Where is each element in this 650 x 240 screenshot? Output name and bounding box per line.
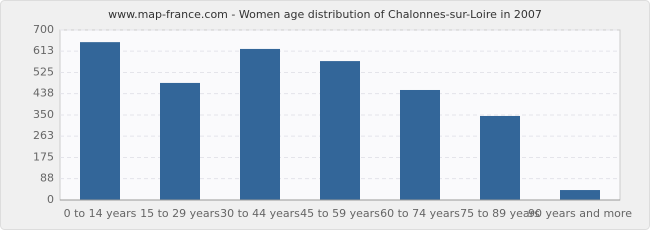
bar (560, 190, 600, 200)
bar (480, 115, 520, 200)
y-tick-label: 88 (40, 172, 54, 185)
x-tick-label: 15 to 29 years (140, 207, 220, 220)
y-tick-label: 613 (33, 44, 54, 57)
x-tick-label: 90 years and more (528, 207, 632, 220)
bar (400, 89, 440, 200)
y-tick-label: 700 (33, 23, 54, 36)
y-tick-label: 438 (33, 87, 54, 100)
bar (320, 61, 360, 201)
y-tick-label: 175 (33, 151, 54, 164)
x-tick-label: 30 to 44 years (220, 207, 300, 220)
y-tick-label: 0 (47, 193, 54, 206)
x-tick-label: 0 to 14 years (64, 207, 137, 220)
bar (80, 42, 120, 201)
bar (160, 82, 200, 200)
chart-title: www.map-france.com - Women age distribut… (108, 8, 542, 21)
y-tick-label: 525 (33, 66, 54, 79)
bar (240, 48, 280, 200)
x-tick-label: 60 to 74 years (380, 207, 460, 220)
x-tick-label: 75 to 89 years (460, 207, 540, 220)
y-tick-label: 263 (33, 129, 54, 142)
chart: www.map-france.com - Women age distribut… (0, 0, 650, 230)
y-tick-label: 350 (33, 108, 54, 121)
x-tick-label: 45 to 59 years (300, 207, 380, 220)
